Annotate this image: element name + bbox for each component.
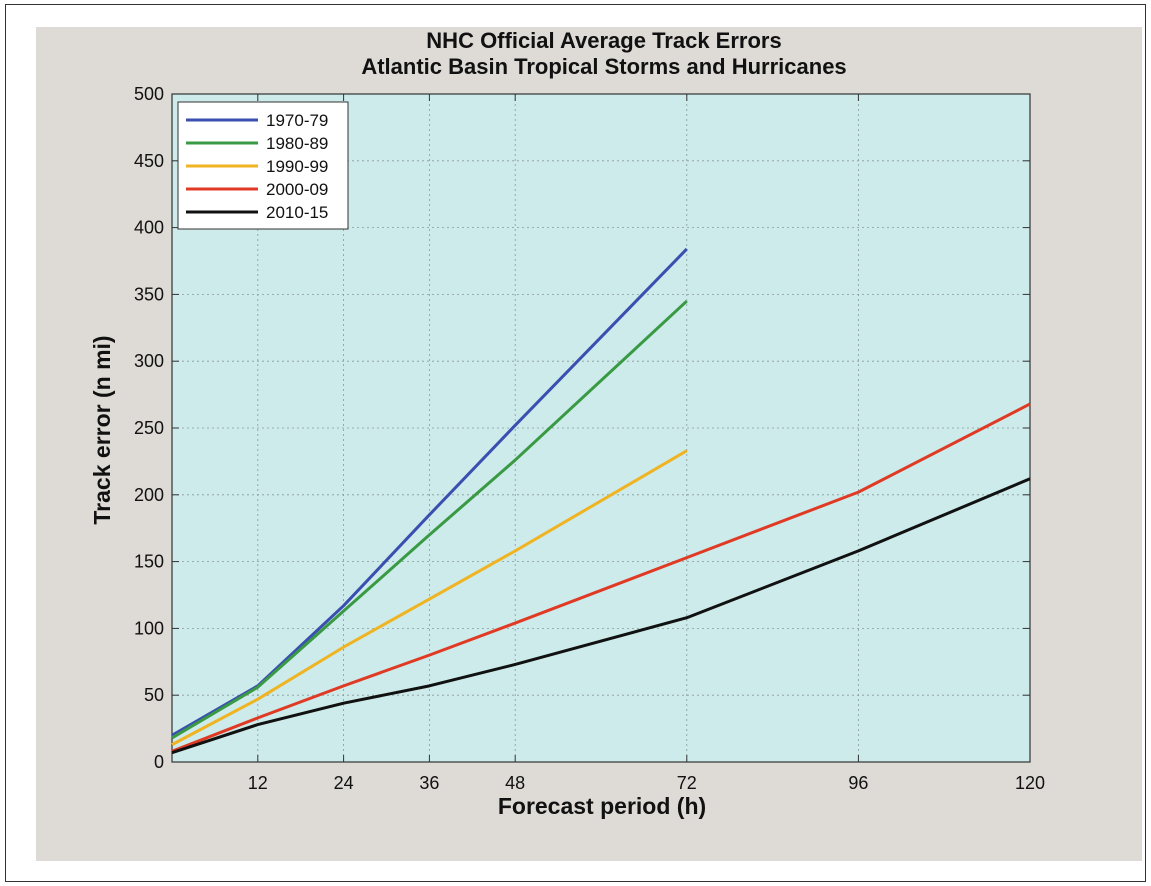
x-tick-label: 24	[334, 773, 354, 793]
x-tick-label: 36	[419, 773, 439, 793]
x-tick-label: 72	[677, 773, 697, 793]
x-axis-label: Forecast period (h)	[498, 793, 706, 819]
x-tick-label: 120	[1015, 773, 1045, 793]
y-tick-label: 450	[134, 151, 164, 171]
y-axis-label: Track error (n mi)	[89, 335, 115, 524]
x-tick-label: 48	[505, 773, 525, 793]
series-line-1990-99	[171, 449, 688, 746]
y-tick-label: 300	[134, 351, 164, 371]
legend-label: 2010-15	[266, 203, 328, 222]
series-line-2010-15	[171, 477, 1031, 755]
legend-label: 1970-79	[266, 111, 328, 130]
y-tick-label: 100	[134, 618, 164, 638]
x-tick-label: 12	[248, 773, 268, 793]
y-tick-label: 50	[144, 685, 164, 705]
y-axis: 0 50 100 150 200 250 300 350 400 450 500	[134, 84, 1030, 772]
y-tick-label: 0	[154, 752, 164, 772]
y-tick-label: 500	[134, 84, 164, 104]
y-tick-label: 200	[134, 485, 164, 505]
legend: 1970-79 1980-89 1990-99 2000-09 2010-15	[177, 101, 349, 230]
y-tick-label: 400	[134, 218, 164, 238]
legend-label: 2000-09	[266, 180, 328, 199]
legend-label: 1980-89	[266, 134, 328, 153]
chart-subtitle: Atlantic Basin Tropical Storms and Hurri…	[361, 54, 846, 79]
legend-label: 1990-99	[266, 157, 328, 176]
chart-title: NHC Official Average Track Errors	[426, 28, 781, 53]
x-tick-label: 96	[848, 773, 868, 793]
y-tick-label: 350	[134, 284, 164, 304]
series-line-2000-09	[171, 402, 1031, 753]
series-line-1980-89	[171, 299, 688, 740]
series-layer	[171, 247, 1031, 755]
y-tick-label: 150	[134, 552, 164, 572]
y-tick-label: 250	[134, 418, 164, 438]
x-axis: 12 24 36 48 72 96 120	[248, 94, 1045, 793]
